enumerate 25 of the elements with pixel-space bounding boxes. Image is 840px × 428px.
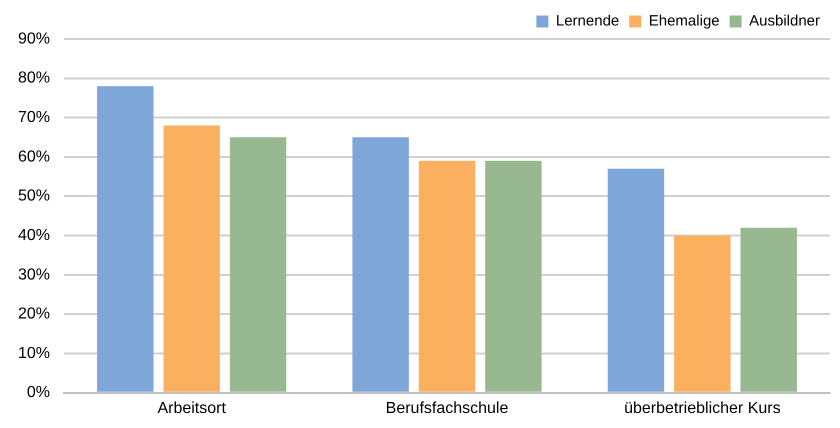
y-tick-label: 0% [26, 384, 50, 402]
bar [608, 168, 664, 392]
bar [163, 125, 220, 392]
y-tick-label: 50% [18, 188, 50, 205]
bar [418, 160, 476, 392]
y-tick-label: 70% [18, 109, 50, 126]
x-tick-label: Berufsfachschule [386, 400, 508, 417]
bar [230, 137, 286, 392]
legend-label: Ehemalige [648, 12, 720, 30]
legend-label: Lernende [556, 12, 620, 30]
bar [97, 86, 154, 392]
y-tick-label: 20% [18, 306, 50, 323]
bar [352, 137, 409, 392]
bar [485, 160, 542, 392]
y-tick-label: 10% [18, 344, 50, 362]
y-tick-label: 90% [18, 30, 50, 48]
legend-label: Ausbildner [749, 12, 820, 30]
y-tick-label: 60% [18, 148, 50, 166]
y-tick-label: 30% [18, 266, 50, 284]
x-tick-label: Arbeitsort [157, 400, 226, 417]
bar [674, 236, 731, 392]
y-tick-label: 80% [18, 70, 50, 87]
y-tick-label: 40% [18, 226, 50, 244]
x-tick-label: überbetrieblicher Kurs [624, 400, 781, 417]
bar [740, 228, 797, 392]
